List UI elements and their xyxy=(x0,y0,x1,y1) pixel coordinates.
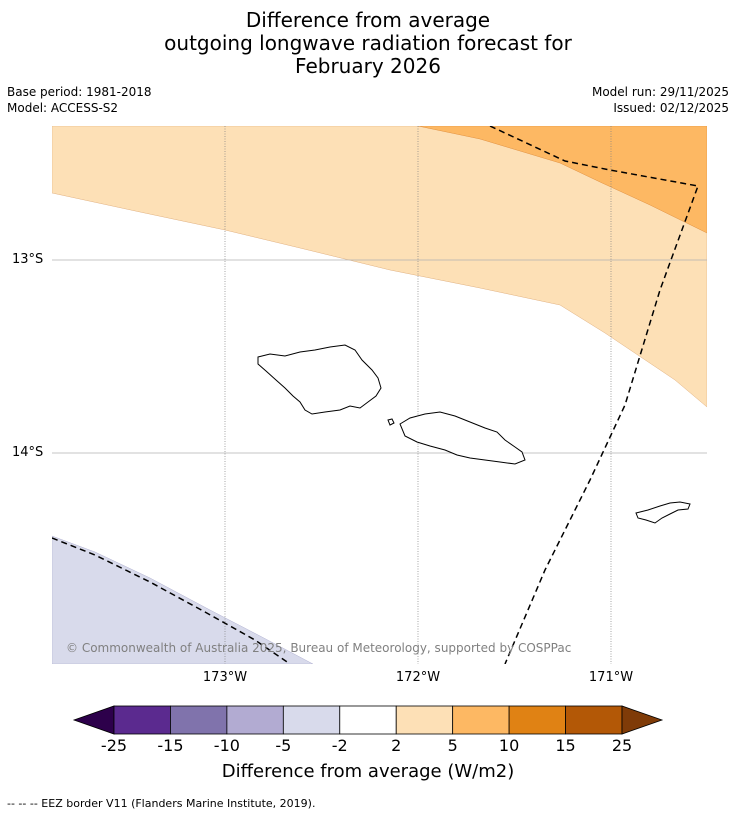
anomaly-region-5-to-10 xyxy=(417,126,707,234)
base-period: Base period: 1981-2018 xyxy=(7,85,152,99)
eez-border-southwest xyxy=(52,537,291,664)
model-name: Model: ACCESS-S2 xyxy=(7,101,119,115)
colorbar-tick-label: 10 xyxy=(498,736,520,755)
colorbar-tick-label: 2 xyxy=(391,736,402,755)
colorbar-tick-label: -25 xyxy=(100,736,128,755)
colorbar-segment xyxy=(565,705,623,735)
title-line-3: February 2026 xyxy=(295,54,441,78)
lon-label-172w: 172°W xyxy=(395,670,441,685)
colorbar-tick-label: -10 xyxy=(213,736,240,755)
issued-date: Issued: 02/12/2025 xyxy=(613,101,729,115)
eez-footnote: -- -- -- EEZ border V11 (Flanders Marine… xyxy=(7,797,316,810)
colorbar-tick-label: 15 xyxy=(555,736,576,755)
copyright-notice: © Commonwealth of Australia 2025, Bureau… xyxy=(66,641,572,655)
colorbar-segment xyxy=(170,705,228,735)
colorbar-segment xyxy=(339,705,397,735)
colorbar-segment xyxy=(508,705,566,735)
lat-label-13s: 13°S xyxy=(12,252,44,267)
lat-label-14s: 14°S xyxy=(12,445,44,460)
manono-islet xyxy=(387,418,395,426)
lon-label-173w: 173°W xyxy=(202,670,248,685)
colorbar-tick-label: -5 xyxy=(275,736,292,755)
upolu-island xyxy=(399,411,526,465)
colorbar-tick-label: -15 xyxy=(157,736,184,755)
colorbar-segment xyxy=(395,705,454,735)
colorbar-segment xyxy=(113,705,171,735)
anomaly-region-2-to-5 xyxy=(52,126,707,408)
colorbar-tick-label: 25 xyxy=(611,736,633,755)
colorbar-tick-label: -2 xyxy=(331,736,348,755)
title-line-1: Difference from average xyxy=(245,8,491,32)
savaii-island xyxy=(257,344,382,415)
colorbar-segment xyxy=(226,705,284,735)
colorbar-segment xyxy=(282,705,341,735)
lon-label-171w: 171°W xyxy=(588,670,634,685)
colorbar-title: Difference from average (W/m2) xyxy=(221,761,515,782)
colorbar-segment xyxy=(452,705,510,735)
tutuila-island xyxy=(635,501,691,524)
map-area xyxy=(52,126,707,664)
title-line-2: outgoing longwave radiation forecast for xyxy=(164,31,572,55)
colorbar-tick-label: 5 xyxy=(447,736,458,755)
colorbar-over-triangle xyxy=(621,705,664,735)
model-run: Model run: 29/11/2025 xyxy=(591,85,729,99)
colorbar xyxy=(72,705,664,735)
colorbar-under-triangle xyxy=(72,705,115,735)
